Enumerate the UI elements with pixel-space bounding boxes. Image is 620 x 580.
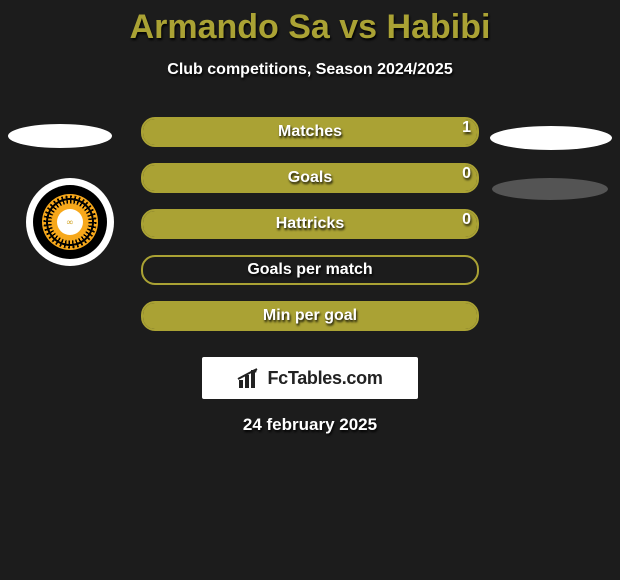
stat-row: Hattricks0: [0, 201, 620, 247]
stat-bar: Goals per match: [141, 255, 479, 285]
stat-row: Goals per match: [0, 247, 620, 293]
date-label: 24 february 2025: [0, 415, 620, 435]
stat-bar: Goals0: [141, 163, 479, 193]
bars-icon: [237, 368, 261, 388]
stats-rows: Matches1Goals0Hattricks0Goals per matchM…: [0, 109, 620, 339]
stat-label: Matches: [141, 117, 479, 147]
stat-label: Goals: [141, 163, 479, 193]
stat-bar: Matches1: [141, 117, 479, 147]
stat-label: Min per goal: [141, 301, 479, 331]
stat-bar: Min per goal: [141, 301, 479, 331]
subtitle: Club competitions, Season 2024/2025: [0, 61, 620, 79]
stat-row: Goals0: [0, 155, 620, 201]
stat-bar: Hattricks0: [141, 209, 479, 239]
stat-row: Min per goal: [0, 293, 620, 339]
stat-value-right: 0: [462, 211, 471, 229]
page-title: Armando Sa vs Habibi: [0, 0, 620, 47]
stat-value-right: 1: [462, 119, 471, 137]
stat-row: Matches1: [0, 109, 620, 155]
branding-text: FcTables.com: [267, 368, 382, 389]
stat-label: Hattricks: [141, 209, 479, 239]
stat-label: Goals per match: [141, 255, 479, 285]
stat-value-right: 0: [462, 165, 471, 183]
branding-box: FcTables.com: [202, 357, 418, 399]
